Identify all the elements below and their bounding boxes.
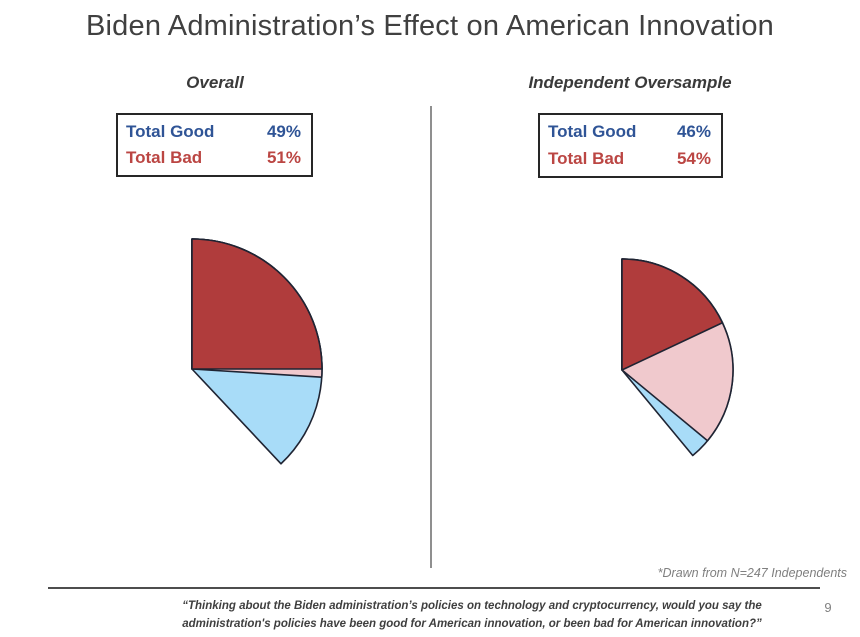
pie-slice-bad-dark-red (621, 258, 724, 371)
quote-line-2: administration's policies have been good… (182, 617, 762, 630)
page-number: 9 (824, 600, 832, 615)
totals-row-bad: Total Bad 54% (540, 149, 721, 169)
quote-line-1: “Thinking about the Biden administration… (182, 600, 762, 612)
total-good-label: Total Good (548, 122, 637, 142)
total-bad-label: Total Bad (548, 148, 625, 168)
totals-row-good: Total Good 46% (540, 122, 721, 142)
footnote-sample-size: *Drawn from N=247 Independents (657, 566, 847, 580)
page-title: Biden Administration’s Effect on America… (85, 10, 774, 42)
total-good-label: Total Good (126, 121, 215, 141)
panel-header-independent-oversample: Independent Oversample (528, 73, 732, 92)
pie-chart-independent-oversample (621, 258, 734, 457)
total-bad-value: 54% (676, 148, 711, 168)
total-good-value: 49% (266, 121, 301, 141)
totals-box-overall: Total Good 49% Total Bad 51% (116, 113, 313, 177)
totals-row-good: Total Good 49% (118, 122, 311, 142)
pie-chart-overall (191, 238, 323, 465)
totals-row-bad: Total Bad 51% (118, 148, 311, 168)
total-good-value: 46% (676, 122, 711, 142)
total-bad-label: Total Bad (126, 147, 203, 167)
vertical-divider (430, 106, 432, 568)
survey-question-quote: “Thinking about the Biden administration… (170, 598, 774, 634)
total-bad-value: 51% (266, 147, 301, 167)
horizontal-rule (48, 587, 820, 589)
pie-slice-bad-dark-red (191, 238, 323, 370)
totals-box-independent: Total Good 46% Total Bad 54% (538, 113, 723, 178)
panel-header-overall: Overall (186, 73, 244, 92)
